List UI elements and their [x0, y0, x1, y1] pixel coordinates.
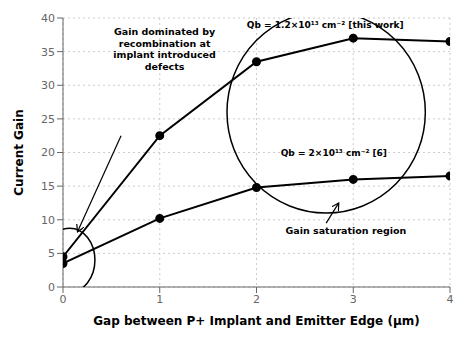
svg-text:4: 4: [447, 293, 454, 306]
svg-text:0: 0: [60, 293, 67, 306]
svg-text:40: 40: [41, 12, 55, 25]
svg-text:15: 15: [41, 180, 55, 193]
svg-text:20: 20: [41, 146, 55, 159]
svg-text:3: 3: [350, 293, 357, 306]
svg-text:0: 0: [48, 281, 55, 294]
svg-text:10: 10: [41, 214, 55, 227]
svg-text:35: 35: [41, 46, 55, 59]
svg-text:5: 5: [48, 247, 55, 260]
svg-text:1: 1: [156, 293, 163, 306]
svg-text:Gap between P+ Implant and Emi: Gap between P+ Implant and Emitter Edge …: [93, 314, 419, 328]
svg-text:Gain saturation region: Gain saturation region: [286, 224, 407, 235]
svg-text:Current Gain: Current Gain: [12, 109, 26, 195]
svg-text:Qb = 2×10¹³ cm⁻² [6]: Qb = 2×10¹³ cm⁻² [6]: [281, 148, 387, 158]
svg-text:25: 25: [41, 113, 55, 126]
svg-text:Qb = 1.2×10¹³ cm⁻² [this work]: Qb = 1.2×10¹³ cm⁻² [this work]: [247, 20, 404, 30]
svg-text:2: 2: [253, 293, 260, 306]
svg-text:Gain dominated byrecombination: Gain dominated byrecombination atimplant…: [113, 26, 216, 72]
svg-text:30: 30: [41, 79, 55, 92]
